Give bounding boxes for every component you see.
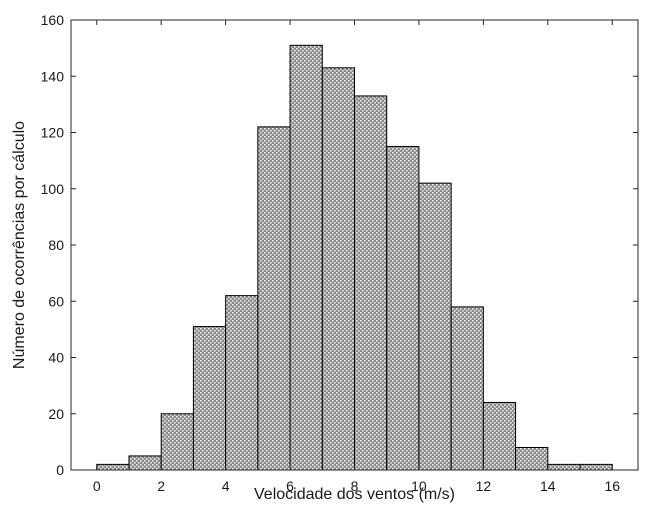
y-tick-label: 40 <box>48 350 64 366</box>
y-axis-ticks: 0 20 40 60 80 100 120 140 160 <box>41 12 638 478</box>
y-tick-label: 100 <box>41 181 65 197</box>
histogram-bar <box>160 413 194 471</box>
histogram-bar <box>96 463 130 471</box>
y-tick-label: 20 <box>48 406 64 422</box>
y-tick-label: 140 <box>41 68 65 84</box>
histogram-bar <box>128 455 162 471</box>
histogram-bar <box>321 67 355 471</box>
histogram-bar <box>579 463 613 471</box>
x-tick-label: 4 <box>222 478 230 494</box>
y-tick-label: 60 <box>48 293 64 309</box>
histogram-bar <box>257 126 291 471</box>
y-tick-label: 160 <box>41 12 65 28</box>
x-axis-label: Velocidade dos ventos (m/s) <box>254 486 455 503</box>
histogram-bar <box>418 182 452 471</box>
x-tick-label: 16 <box>604 478 620 494</box>
x-tick-label: 2 <box>157 478 165 494</box>
x-tick-label: 12 <box>476 478 492 494</box>
histogram-bar <box>515 447 549 471</box>
histogram-bar <box>386 146 420 471</box>
histogram-bar <box>225 295 259 471</box>
x-tick-label: 14 <box>540 478 556 494</box>
histogram-bar <box>354 95 388 471</box>
x-axis-ticks: 0 2 4 6 8 10 12 14 16 <box>93 20 620 494</box>
x-tick-label: 8 <box>351 478 359 494</box>
bars-group <box>96 44 613 471</box>
histogram-bar <box>547 463 581 471</box>
histogram-bar <box>482 402 517 471</box>
y-tick-label: 0 <box>56 462 64 478</box>
x-tick-label: 10 <box>411 478 427 494</box>
histogram-bar <box>192 326 227 471</box>
y-axis-label: Número de ocorrências por cálculo <box>11 121 28 369</box>
histogram-bar <box>289 44 323 471</box>
y-tick-label: 80 <box>48 237 64 253</box>
x-tick-label: 6 <box>286 478 294 494</box>
x-tick-label: 0 <box>93 478 101 494</box>
histogram-bar <box>450 306 484 471</box>
y-tick-label: 120 <box>41 125 65 141</box>
